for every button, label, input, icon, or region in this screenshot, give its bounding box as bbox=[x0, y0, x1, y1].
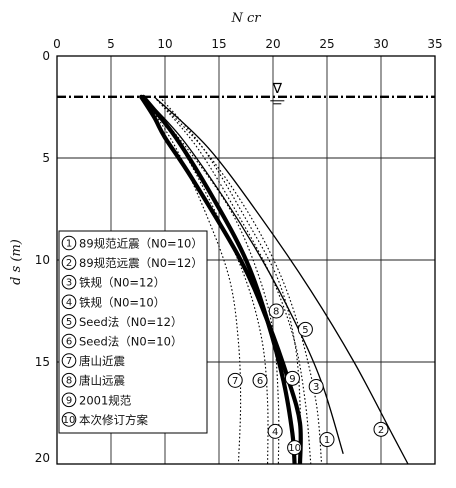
legend-entry-label: 唐山近震 bbox=[79, 354, 125, 368]
legend-marker-circle bbox=[61, 333, 77, 349]
x-tick-label: 0 bbox=[53, 37, 61, 51]
legend-entry-label: 铁规（N0=12） bbox=[79, 276, 165, 290]
y-tick-label: 10 bbox=[35, 253, 50, 267]
y-tick-label: 5 bbox=[42, 151, 50, 165]
legend-marker-label: 8 bbox=[66, 376, 72, 387]
series-marker-label: 4 bbox=[272, 427, 278, 438]
x-tick-label: 15 bbox=[211, 37, 226, 51]
legend-marker-circle bbox=[61, 314, 77, 329]
x-axis-title: N cr bbox=[230, 11, 261, 26]
legend-entry-label: 本次修订方案 bbox=[79, 413, 148, 427]
legend-marker-label: 3 bbox=[66, 278, 72, 289]
y-tick-label: 20 bbox=[35, 451, 50, 465]
legend-marker-circle bbox=[61, 412, 77, 427]
series-line-10 bbox=[141, 94, 297, 464]
plot-frame bbox=[56, 55, 436, 465]
series-marker-label: 1 bbox=[324, 435, 330, 446]
legend-marker-circle bbox=[61, 353, 77, 368]
legend-marker-label: 4 bbox=[66, 297, 72, 308]
legend-entry-label: Seed法（N0=10） bbox=[79, 335, 182, 349]
legend: 1 89规范近震（N0=10） 2 89规范远震（N0=12） 3 铁规（N0=12） 4 铁… bbox=[58, 230, 208, 434]
series-marker-label: 7 bbox=[232, 376, 238, 387]
series-marker-circle bbox=[252, 372, 268, 388]
series-marker-label: 10 bbox=[288, 443, 301, 454]
series-marker-label: 2 bbox=[378, 425, 384, 436]
x-tick-label: 35 bbox=[427, 37, 442, 51]
legend-marker-circle bbox=[61, 372, 77, 388]
legend-marker-circle bbox=[61, 392, 77, 408]
legend-entry-label: 唐山远震 bbox=[79, 374, 125, 388]
legend-entry-label: 89规范近震（N0=10） bbox=[79, 237, 203, 251]
legend-marker-label: 6 bbox=[66, 337, 72, 348]
series-marker-circle bbox=[319, 432, 335, 448]
series-line-9 bbox=[139, 94, 303, 464]
y-axis-title: d s (m) bbox=[9, 239, 24, 285]
y-tick-label: 0 bbox=[42, 49, 50, 63]
legend-marker-label: 2 bbox=[66, 258, 72, 269]
x-tick-label: 25 bbox=[319, 37, 334, 51]
series-line-2 bbox=[153, 96, 409, 464]
x-tick-label: 5 bbox=[107, 37, 115, 51]
legend-marker-circle bbox=[61, 274, 77, 290]
legend-entry-label: 铁规（N0=10） bbox=[79, 295, 165, 309]
series-marker-label: 8 bbox=[273, 307, 279, 318]
series-marker-label: 5 bbox=[302, 325, 308, 336]
series-marker-label: 3 bbox=[313, 382, 319, 393]
x-tick-label: 10 bbox=[157, 37, 172, 51]
series-marker-circle bbox=[373, 421, 389, 437]
series-marker-circle bbox=[287, 440, 303, 456]
legend-marker-circle bbox=[61, 255, 77, 270]
legend-marker-label: 7 bbox=[66, 356, 72, 367]
series-marker-label: 9 bbox=[289, 374, 295, 385]
series-marker-circle bbox=[284, 370, 300, 386]
series-marker-label: 6 bbox=[257, 376, 263, 387]
legend-marker-label: 10 bbox=[63, 415, 76, 426]
x-tick-label: 30 bbox=[373, 37, 388, 51]
legend-marker-label: 9 bbox=[66, 395, 72, 406]
series-marker-circle bbox=[227, 372, 243, 388]
series-markers-layer: 1 2 3 4 5 6 7 8 9 10 bbox=[227, 303, 389, 456]
y-tick-label: 15 bbox=[35, 355, 50, 369]
series-line-7 bbox=[142, 96, 242, 464]
series-marker-circle bbox=[267, 423, 283, 439]
legend-marker-label: 5 bbox=[66, 317, 72, 328]
legend-marker-circle bbox=[61, 294, 77, 310]
series-marker-circle bbox=[297, 321, 313, 337]
legend-box bbox=[58, 230, 208, 434]
series-marker-circle bbox=[268, 303, 284, 319]
legend-entry-label: 89规范远震（N0=12） bbox=[79, 256, 203, 270]
legend-marker-label: 1 bbox=[66, 239, 72, 250]
water-table-layer: ∇ bbox=[57, 81, 435, 105]
series-line-5 bbox=[153, 96, 312, 464]
legend-marker-circle bbox=[61, 235, 77, 251]
legend-entry-label: Seed法（N0=12） bbox=[79, 315, 182, 329]
x-tick-label: 20 bbox=[265, 37, 280, 51]
water-table-symbol: ∇ bbox=[272, 81, 283, 97]
series-marker-circle bbox=[308, 378, 324, 394]
legend-entry-label: 2001规范 bbox=[79, 393, 132, 407]
